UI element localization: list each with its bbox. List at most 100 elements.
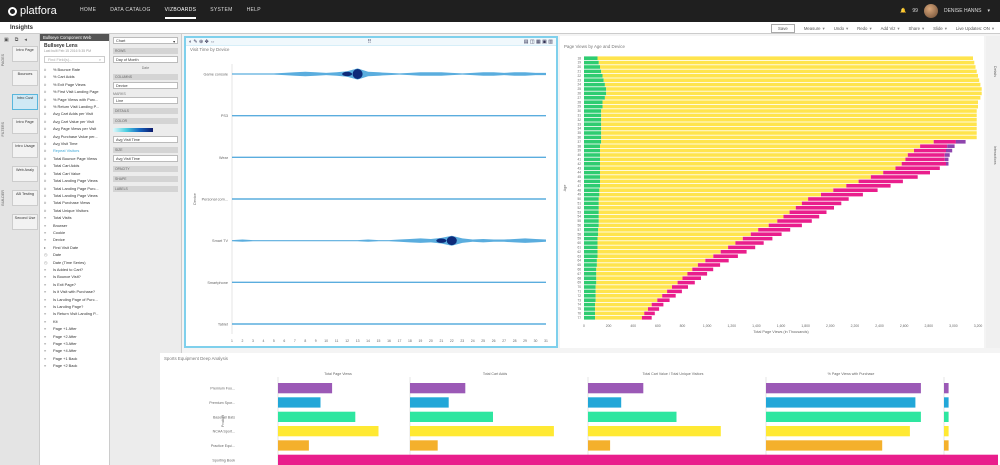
age-bar-segment[interactable] — [905, 157, 945, 162]
product-bar[interactable] — [410, 383, 466, 394]
age-bar-segment[interactable] — [584, 135, 602, 140]
nav-help[interactable]: HELP — [246, 7, 261, 13]
age-bar-segment[interactable] — [584, 153, 600, 157]
age-bar-segment[interactable] — [598, 210, 790, 214]
device-ribbon[interactable] — [232, 198, 546, 200]
age-bar-segment[interactable] — [595, 307, 648, 311]
shape-header[interactable]: SHAPE — [113, 176, 178, 182]
field-list-item[interactable]: # % Return Visit Landing P... — [44, 103, 105, 110]
age-bar-segment[interactable] — [606, 87, 982, 91]
age-bar-segment[interactable] — [584, 69, 602, 74]
age-bar-segment[interactable] — [584, 214, 599, 219]
field-list-item[interactable]: # Repeat Visitors — [44, 147, 105, 154]
field-list-item[interactable]: # Total Landing Page Views — [44, 177, 105, 184]
age-bar-segment[interactable] — [944, 157, 949, 162]
viz-actions-icons[interactable]: ▤ ◫ ▦ ▣ ▥ — [523, 38, 553, 45]
product-bar[interactable] — [588, 411, 677, 422]
product-bar[interactable] — [588, 440, 611, 451]
product-bar[interactable] — [944, 440, 949, 451]
field-list-item[interactable]: # Total Cart Value — [44, 170, 105, 177]
age-bar-segment[interactable] — [584, 82, 605, 87]
age-bar-segment[interactable] — [584, 236, 598, 241]
nav-data-catalog[interactable]: DATA CATALOG — [110, 7, 151, 13]
age-bar-segment[interactable] — [720, 250, 747, 254]
product-bar[interactable] — [944, 397, 949, 408]
age-bar-segment[interactable] — [595, 298, 658, 302]
age-bar-segment[interactable] — [584, 104, 603, 109]
field-list-item[interactable]: ≡ Kit — [44, 318, 105, 325]
age-bar-segment[interactable] — [596, 263, 698, 267]
age-bar-segment[interactable] — [584, 166, 600, 170]
age-bar-segment[interactable] — [597, 56, 974, 60]
field-list-item[interactable]: ≡ Page +1 Back — [44, 355, 105, 362]
age-bar-segment[interactable] — [584, 179, 600, 184]
field-list-item[interactable]: # Total Cart Adds — [44, 162, 105, 169]
age-bar-segment[interactable] — [808, 197, 849, 201]
age-bar-segment[interactable] — [584, 311, 596, 316]
field-list-item[interactable]: # Avg Visit Time — [44, 140, 105, 147]
age-bar-segment[interactable] — [584, 307, 596, 311]
product-bar[interactable] — [410, 426, 554, 437]
age-bar-segment[interactable] — [584, 65, 600, 69]
age-bar-segment[interactable] — [596, 272, 688, 276]
field-search-input[interactable]: Find Field(s)... ⌕ — [44, 56, 105, 63]
age-bar-segment[interactable] — [597, 245, 729, 250]
age-bar-segment[interactable] — [597, 254, 714, 258]
field-list-item[interactable]: ≡ Page +1 After — [44, 325, 105, 332]
age-bar-segment[interactable] — [598, 214, 784, 219]
age-bar-segment[interactable] — [692, 267, 714, 272]
field-list-item[interactable]: ≡ Is Return Visit Landing P... — [44, 310, 105, 317]
age-bar-segment[interactable] — [742, 236, 773, 241]
side-tab-details[interactable]: Details — [993, 66, 997, 77]
field-list-item[interactable]: # Total Landing Page Views — [44, 192, 105, 199]
field-list-item[interactable]: ≡ Cookie — [44, 229, 105, 236]
age-bar-segment[interactable] — [584, 272, 597, 276]
viz-tools-icons[interactable]: ◐ ✎ ⊕ ✥ ⇔ — [189, 38, 216, 45]
page-thumbnail[interactable]: Intro Usage — [12, 142, 38, 158]
age-bar-segment[interactable] — [598, 223, 769, 228]
age-bar-segment[interactable] — [595, 302, 652, 307]
copy-icon[interactable]: ⧉ — [14, 37, 19, 43]
age-bar-segment[interactable] — [600, 162, 902, 166]
field-list-item[interactable]: ≡ Browser — [44, 222, 105, 229]
age-bar-segment[interactable] — [600, 175, 871, 179]
age-bar-segment[interactable] — [598, 232, 751, 236]
age-bar-segment[interactable] — [584, 100, 603, 104]
age-bar-segment[interactable] — [595, 316, 642, 320]
age-bar-segment[interactable] — [597, 241, 736, 245]
age-bar-segment[interactable] — [584, 140, 602, 144]
age-bar-segment[interactable] — [584, 267, 597, 272]
product-bar[interactable] — [944, 383, 949, 394]
age-bar-segment[interactable] — [606, 91, 982, 96]
lens-name[interactable]: Bullseye Lens — [44, 43, 78, 49]
age-bar-segment[interactable] — [598, 219, 778, 223]
field-list-item[interactable]: # Total Unique Visitors — [44, 207, 105, 214]
age-bar-segment[interactable] — [662, 294, 676, 298]
viz-page-views-by-age[interactable]: Page Views by Age and Device 0 200 400 600 8… — [560, 36, 984, 348]
field-list-item[interactable]: ≡ Total Visits — [44, 214, 105, 221]
age-bar-segment[interactable] — [596, 276, 683, 280]
chart-type-select[interactable]: Chart ▾ — [113, 37, 178, 44]
age-bar-segment[interactable] — [795, 206, 834, 210]
product-bar[interactable] — [944, 411, 949, 422]
age-bar-segment[interactable] — [914, 148, 946, 153]
age-bar-segment[interactable] — [584, 294, 596, 298]
age-bar-segment[interactable] — [584, 289, 596, 294]
field-list-item[interactable]: # Avg Cart Value per Visit — [44, 118, 105, 125]
age-bar-segment[interactable] — [584, 223, 599, 228]
platfora-logo[interactable]: platfora — [8, 5, 68, 17]
age-bar-segment[interactable] — [584, 157, 600, 162]
side-tab-interactions[interactable]: Interactions — [993, 146, 997, 165]
device-ribbon[interactable] — [232, 156, 546, 158]
age-bar-segment[interactable] — [644, 311, 655, 316]
age-bar-segment[interactable] — [602, 104, 979, 109]
age-bar-segment[interactable] — [728, 245, 756, 250]
viz-visit-time-by-device[interactable]: ◐ ✎ ⊕ ✥ ⇔ ⠿ ▤ ◫ ▦ ▣ ▥ Visit Time by Devi… — [184, 36, 558, 348]
page-thumbnail[interactable]: Intro Cust — [12, 94, 38, 110]
age-bar-segment[interactable] — [705, 258, 729, 263]
product-bar[interactable] — [410, 411, 493, 422]
field-list-item[interactable]: # Total Landing Page Purc... — [44, 185, 105, 192]
toolbar-live-updates-on-button[interactable]: Live Updates: ON ▾ — [956, 26, 994, 32]
age-bar-segment[interactable] — [584, 170, 600, 175]
age-bar-segment[interactable] — [603, 78, 980, 82]
